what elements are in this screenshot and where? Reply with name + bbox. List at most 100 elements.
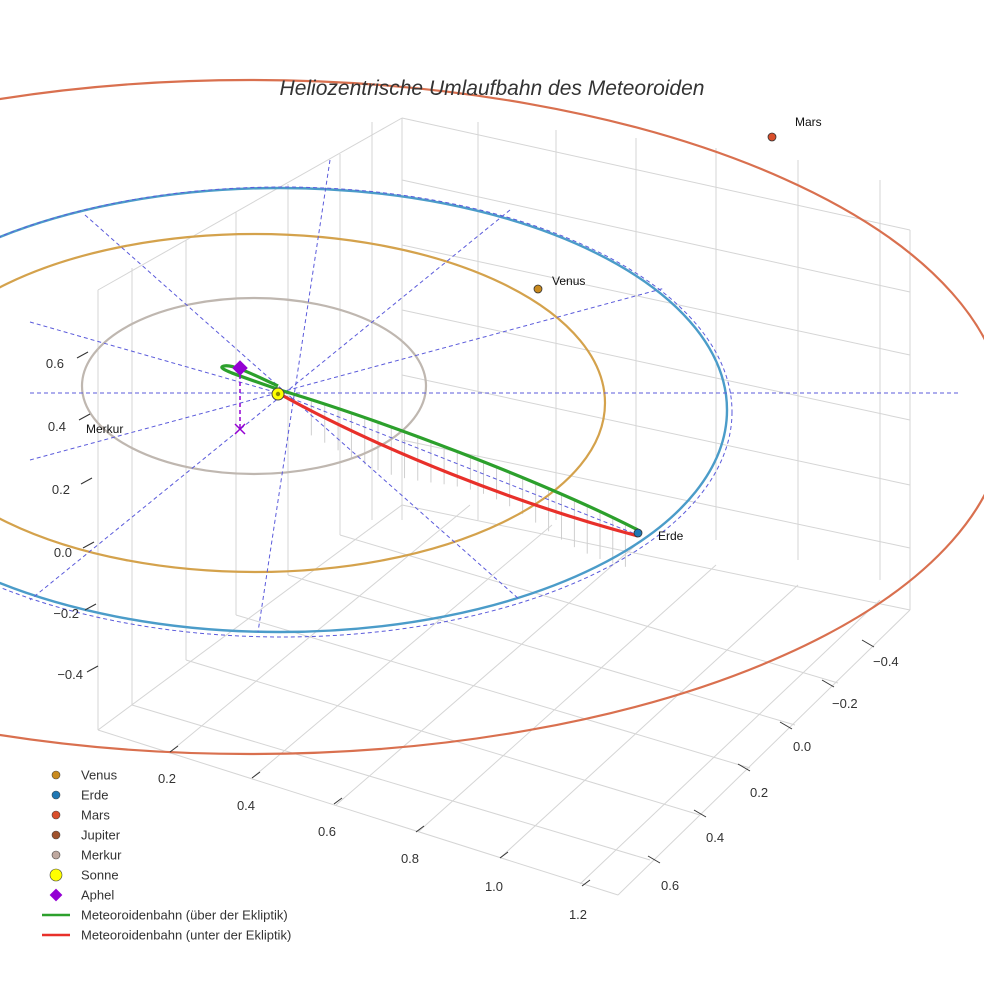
grid-line [339, 534, 839, 684]
y-tick-mark [737, 763, 751, 772]
mars-orbit [0, 79, 984, 755]
grid-line [401, 504, 911, 611]
z-tick-mark [86, 665, 99, 673]
y-tick-label: 0.0 [793, 739, 811, 754]
legend-symbol [49, 868, 63, 882]
y-tick-label: −0.2 [832, 696, 858, 711]
grid-line [401, 309, 911, 421]
z-tick-mark [76, 351, 89, 359]
legend: Venus Erde Mars Jupiter Merkur Sonne Aphel Mete… [42, 768, 291, 943]
x-tick-label: 0.4 [237, 798, 255, 813]
grid-line [401, 439, 911, 549]
grid-lines [97, 117, 911, 896]
z-tick-label: 0.0 [54, 545, 72, 560]
venus-orbit [0, 232, 606, 574]
y-tick-label: 0.4 [706, 830, 724, 845]
grid-line [251, 524, 553, 779]
z-axis [76, 351, 99, 673]
legend-label: Meteoroidenbahn (unter der Ekliptik) [81, 928, 291, 943]
legend-label: Aphel [81, 888, 114, 903]
erde-marker [633, 528, 643, 538]
x-axis [169, 745, 591, 887]
z-tick-label: −0.2 [53, 606, 79, 621]
legend-label: Erde [81, 788, 108, 803]
legend-symbol [51, 770, 61, 780]
mars-marker [767, 132, 777, 142]
erde-orbit-projection [0, 186, 733, 638]
projection-line [29, 287, 666, 461]
x-tick-label: 0.8 [401, 851, 419, 866]
legend-symbol [51, 850, 61, 860]
projection-line [277, 392, 639, 536]
grid-line [169, 504, 471, 753]
x-tick-mark [333, 797, 343, 805]
projection-line [29, 209, 511, 601]
aphel-projection-marker [234, 423, 246, 435]
legend-symbol [51, 790, 61, 800]
x-tick-mark [581, 879, 591, 887]
grid-line [287, 574, 796, 726]
planet-orbits [0, 79, 984, 755]
z-tick-mark [84, 603, 97, 611]
sun-center [275, 391, 281, 397]
legend-label: Venus [81, 768, 118, 783]
legend-label: Mars [81, 808, 110, 823]
legend-label: Meteoroidenbahn (über der Ekliptik) [81, 908, 288, 923]
y-axis [647, 639, 875, 864]
drop-lines [310, 399, 626, 567]
z-tick-mark [80, 477, 93, 485]
grid-line [401, 244, 911, 356]
grid-line [185, 659, 701, 816]
erde-orbit [0, 186, 729, 634]
grid-line [579, 599, 881, 885]
grid-line [617, 609, 911, 896]
grid-line [417, 564, 717, 833]
grid-line [131, 704, 651, 861]
projection-line [257, 159, 331, 633]
grid-line [335, 544, 637, 806]
legend-symbol [51, 810, 61, 820]
legend-label: Sonne [81, 868, 119, 883]
merkur-label: Merkur [86, 422, 123, 436]
x-tick-mark [251, 771, 261, 779]
grid-line [499, 584, 799, 859]
x-tick-mark [169, 745, 179, 753]
grid-line [401, 179, 911, 293]
venus-marker [533, 284, 543, 294]
mars-label: Mars [795, 115, 822, 129]
z-tick-label: −0.4 [57, 667, 83, 682]
grid-line [97, 117, 403, 291]
x-tick-label: 0.6 [318, 824, 336, 839]
y-tick-mark [779, 721, 793, 730]
projection-line [29, 321, 279, 394]
venus-label: Venus [552, 274, 585, 288]
x-tick-mark [415, 825, 425, 833]
aphel-marker [232, 360, 248, 376]
erde-label: Erde [658, 529, 684, 543]
grid-line [235, 614, 751, 769]
z-tick-label: 0.6 [46, 356, 64, 371]
y-tick-mark [693, 809, 707, 818]
meteoroid-orbit-below-ecliptic [277, 391, 639, 538]
merkur-orbit [80, 296, 428, 476]
grid-line [97, 504, 403, 731]
legend-label: Jupiter [81, 828, 121, 843]
x-tick-mark [499, 851, 509, 859]
z-tick-mark [82, 541, 95, 549]
y-tick-mark [861, 639, 875, 648]
z-tick-label: 0.4 [48, 419, 66, 434]
z-tick-label: 0.2 [52, 482, 70, 497]
y-tick-label: −0.4 [873, 654, 899, 669]
legend-symbol [51, 830, 61, 840]
x-tick-label: 1.0 [485, 879, 503, 894]
y-tick-label: 0.2 [750, 785, 768, 800]
y-tick-label: 0.6 [661, 878, 679, 893]
grid-line [401, 117, 911, 231]
y-tick-mark [821, 679, 835, 688]
z-tick-mark [78, 413, 91, 421]
x-tick-label: 0.2 [158, 771, 176, 786]
chart-title: Heliozentrische Umlaufbahn des Meteoroid… [280, 77, 705, 100]
grid-line [97, 729, 619, 896]
